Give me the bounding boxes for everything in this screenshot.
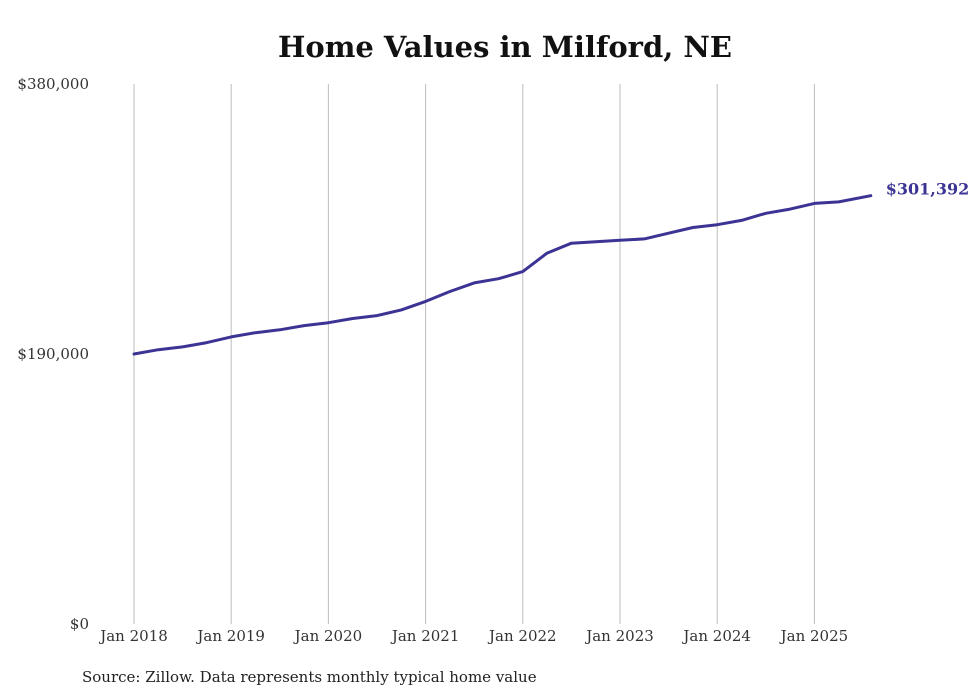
source-note: Source: Zillow. Data represents monthly … [82, 668, 537, 686]
y-axis-ticks: $0 $190,000 $380,000 [17, 75, 89, 633]
end-value-label: $301,392 [886, 180, 970, 199]
chart-title: Home Values in Milford, NE [277, 30, 733, 64]
x-tick-label: Jan 2018 [98, 627, 168, 645]
x-axis-ticks: Jan 2018 Jan 2019 Jan 2020 Jan 2021 Jan 2022… [98, 627, 848, 645]
x-tick-label: Jan 2019 [195, 627, 265, 645]
gridlines [133, 84, 815, 624]
x-tick-label: Jan 2024 [681, 627, 751, 645]
x-tick-label: Jan 2020 [293, 627, 363, 645]
x-tick-label: Jan 2023 [584, 627, 654, 645]
home-value-line [132, 194, 873, 356]
x-tick-label: Jan 2021 [390, 627, 460, 645]
x-tick-label: Jan 2025 [779, 627, 849, 645]
y-tick-label: $190,000 [17, 345, 89, 363]
x-tick-label: Jan 2022 [487, 627, 557, 645]
y-tick-label: $0 [70, 615, 89, 633]
y-tick-label: $380,000 [17, 75, 89, 93]
